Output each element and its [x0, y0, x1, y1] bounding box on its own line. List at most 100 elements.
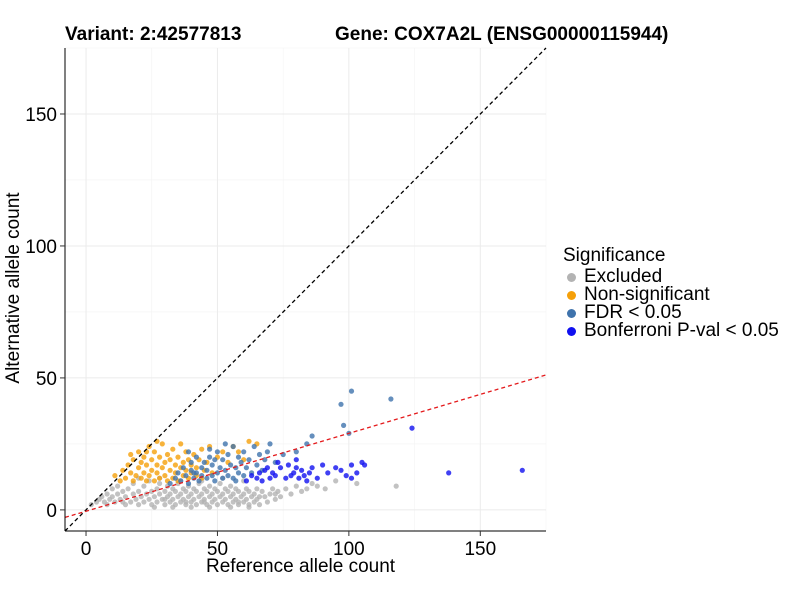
regression-line	[64, 374, 547, 519]
point-excluded	[188, 504, 194, 510]
point-excluded	[170, 496, 176, 502]
point-bonferroni-p-val-0-05	[293, 465, 299, 471]
point-excluded	[133, 496, 139, 502]
point-excluded	[136, 502, 142, 508]
point-fdr-0-05	[193, 454, 199, 460]
point-excluded	[246, 504, 252, 510]
point-non-significant	[157, 475, 163, 481]
point-excluded	[154, 499, 160, 505]
point-bonferroni-p-val-0-05	[272, 473, 278, 479]
reference-lines	[64, 47, 547, 532]
point-non-significant	[149, 467, 155, 473]
point-bonferroni-p-val-0-05	[259, 478, 265, 484]
point-excluded	[228, 483, 234, 489]
legend-title: Significance	[563, 245, 666, 266]
point-non-significant	[157, 454, 163, 460]
point-fdr-0-05	[217, 465, 223, 471]
point-fdr-0-05	[204, 467, 210, 473]
point-excluded	[333, 478, 339, 484]
point-excluded	[183, 499, 189, 505]
point-non-significant	[130, 478, 136, 484]
point-non-significant	[138, 459, 144, 465]
point-excluded	[130, 491, 136, 497]
point-excluded	[199, 491, 205, 497]
point-non-significant	[117, 478, 123, 484]
point-non-significant	[151, 449, 157, 455]
legend-swatch-bonferroni	[567, 326, 576, 336]
legend-item-fdr: FDR < 0.05	[563, 303, 779, 322]
point-bonferroni-p-val-0-05	[275, 459, 281, 465]
point-excluded	[109, 486, 115, 492]
legend-item-bonferroni: Bonferroni P-val < 0.05	[563, 321, 779, 340]
point-non-significant	[154, 470, 160, 476]
legend-label-excluded: Excluded	[584, 266, 663, 287]
point-non-significant	[162, 459, 168, 465]
point-excluded	[122, 494, 129, 500]
point-excluded	[309, 480, 315, 487]
point-fdr-0-05	[228, 462, 234, 468]
point-fdr-0-05	[264, 449, 270, 455]
point-excluded	[264, 499, 270, 505]
point-excluded	[272, 491, 278, 497]
point-fdr-0-05	[207, 446, 213, 452]
point-non-significant	[136, 465, 142, 471]
point-bonferroni-p-val-0-05	[446, 470, 452, 476]
data-points	[88, 388, 525, 510]
point-excluded	[207, 483, 213, 489]
point-fdr-0-05	[185, 480, 192, 487]
point-fdr-0-05	[220, 457, 226, 463]
point-fdr-0-05	[341, 422, 347, 428]
point-excluded	[191, 496, 197, 502]
point-excluded	[149, 488, 155, 494]
point-fdr-0-05	[230, 443, 236, 450]
point-excluded	[230, 491, 236, 497]
point-bonferroni-p-val-0-05	[314, 475, 320, 481]
point-non-significant	[167, 467, 173, 473]
point-excluded	[235, 499, 242, 505]
point-fdr-0-05	[238, 459, 244, 465]
point-fdr-0-05	[241, 473, 247, 479]
point-bonferroni-p-val-0-05	[267, 475, 273, 481]
point-bonferroni-p-val-0-05	[264, 465, 270, 471]
point-non-significant	[128, 470, 134, 476]
point-excluded	[220, 491, 226, 497]
point-excluded	[393, 483, 399, 489]
point-fdr-0-05	[235, 470, 242, 476]
point-excluded	[259, 488, 265, 494]
point-excluded	[109, 494, 115, 500]
point-fdr-0-05	[201, 459, 207, 465]
legend-swatch-non-significant	[567, 290, 576, 300]
point-excluded	[214, 502, 220, 508]
point-non-significant	[178, 441, 184, 447]
point-excluded	[270, 486, 276, 492]
point-bonferroni-p-val-0-05	[348, 462, 355, 468]
x-tick-label: 0	[81, 539, 92, 560]
point-non-significant	[154, 462, 160, 468]
point-fdr-0-05	[204, 475, 210, 481]
x-axis-title: Reference allele count	[206, 556, 396, 577]
point-non-significant	[159, 441, 165, 447]
legend: Significance Excluded Non-significant FD…	[563, 245, 779, 340]
point-non-significant	[122, 475, 129, 481]
point-fdr-0-05	[212, 457, 218, 463]
y-tick-label: 50	[36, 369, 57, 390]
point-excluded	[299, 488, 305, 494]
point-bonferroni-p-val-0-05	[519, 467, 525, 473]
point-bonferroni-p-val-0-05	[409, 425, 415, 431]
legend-swatch-fdr	[567, 308, 576, 318]
point-excluded	[157, 480, 163, 487]
axes	[64, 48, 546, 532]
point-fdr-0-05	[222, 441, 228, 447]
point-non-significant	[149, 457, 155, 463]
point-fdr-0-05	[388, 396, 394, 402]
point-fdr-0-05	[175, 470, 181, 476]
point-excluded	[322, 486, 328, 492]
variant-title: Variant: 2:42577813	[65, 24, 242, 45]
x-tick-label: 100	[333, 539, 365, 560]
point-excluded	[214, 488, 220, 494]
point-fdr-0-05	[167, 480, 173, 487]
point-excluded	[267, 491, 273, 497]
point-excluded	[304, 486, 310, 492]
point-bonferroni-p-val-0-05	[277, 465, 284, 471]
